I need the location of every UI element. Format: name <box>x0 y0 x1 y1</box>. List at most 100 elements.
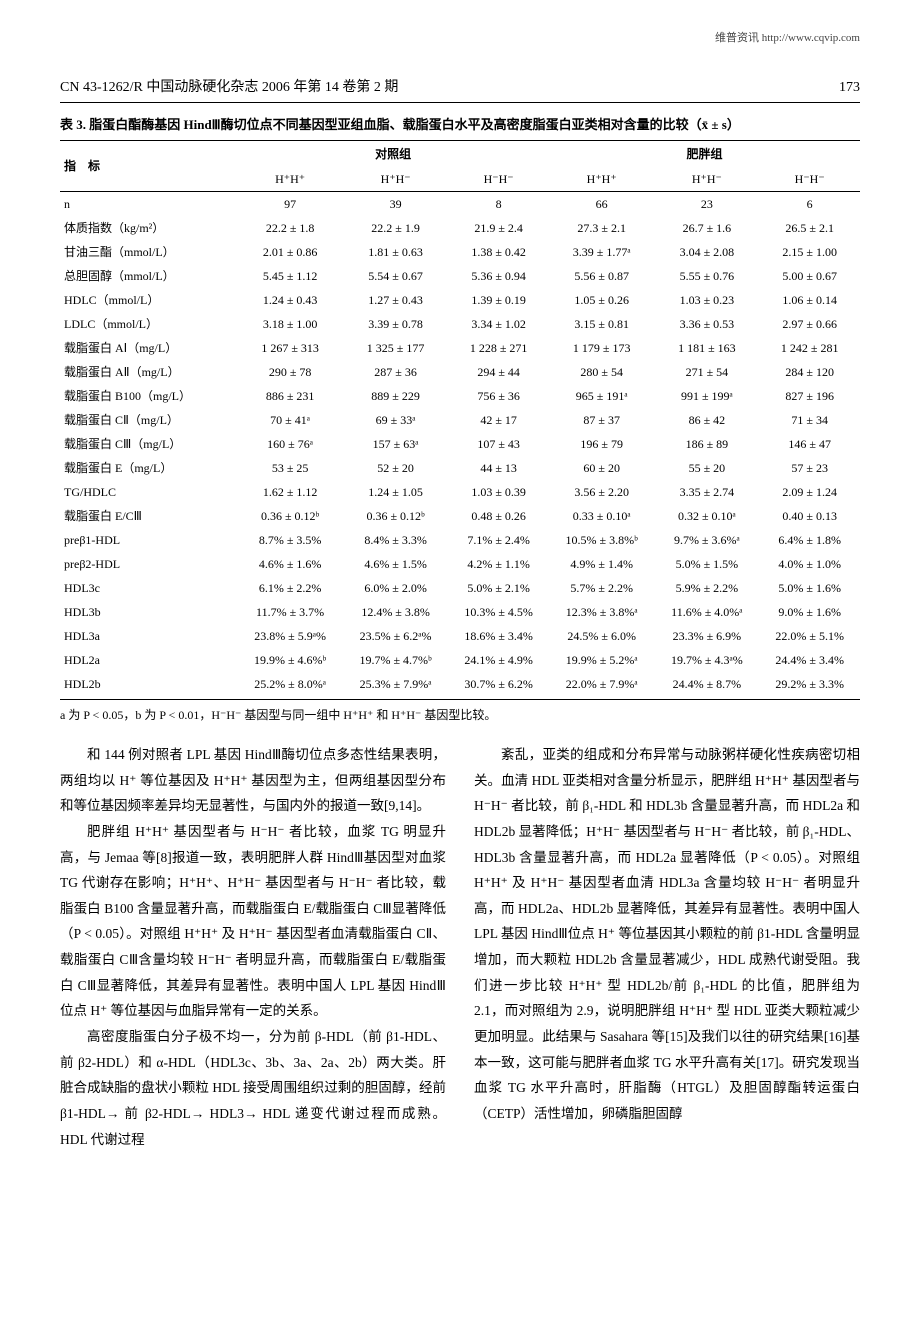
cell-value: 287 ± 36 <box>343 360 448 384</box>
cell-value: 71 ± 34 <box>759 408 860 432</box>
cell-value: 0.32 ± 0.10ᵃ <box>654 504 759 528</box>
cell-value: 4.0% ± 1.0% <box>759 552 860 576</box>
table-row: 载脂蛋白 CⅡ（mg/L）70 ± 41ᵃ69 ± 33ᵃ42 ± 1787 ±… <box>60 408 860 432</box>
row-label: 载脂蛋白 E/CⅢ <box>60 504 237 528</box>
cell-value: 22.0% ± 7.9%ᵃ <box>549 672 654 700</box>
cell-value: 3.35 ± 2.74 <box>654 480 759 504</box>
cell-value: 5.00 ± 0.67 <box>759 264 860 288</box>
cell-value: 2.97 ± 0.66 <box>759 312 860 336</box>
source-link: 维普资讯 http://www.cqvip.com <box>60 30 860 47</box>
cell-value: 22.2 ± 1.8 <box>237 216 342 240</box>
row-label: 载脂蛋白 AⅡ（mg/L） <box>60 360 237 384</box>
table-row: TG/HDLC1.62 ± 1.121.24 ± 1.051.03 ± 0.39… <box>60 480 860 504</box>
cell-value: 1.06 ± 0.14 <box>759 288 860 312</box>
cell-value: 8.7% ± 3.5% <box>237 528 342 552</box>
cell-value: 26.7 ± 1.6 <box>654 216 759 240</box>
cell-value: 1.03 ± 0.39 <box>448 480 549 504</box>
cell-value: 1 181 ± 163 <box>654 336 759 360</box>
cell-value: 5.36 ± 0.94 <box>448 264 549 288</box>
cell-value: 827 ± 196 <box>759 384 860 408</box>
col-sub-3: H⁺H⁺ <box>549 167 654 192</box>
table-row: HDL3a23.8% ± 5.9ᵃ%23.5% ± 6.2ᵃ%18.6% ± 3… <box>60 624 860 648</box>
cell-value: 3.04 ± 2.08 <box>654 240 759 264</box>
cell-value: 4.6% ± 1.5% <box>343 552 448 576</box>
cell-value: 0.40 ± 0.13 <box>759 504 860 528</box>
col-group-control: 对照组 <box>237 141 549 168</box>
col-indicator: 指 标 <box>60 141 237 192</box>
cell-value: 1.81 ± 0.63 <box>343 240 448 264</box>
page-header: CN 43-1262/R 中国动脉硬化杂志 2006 年第 14 卷第 2 期 … <box>60 77 860 103</box>
cell-value: 6.1% ± 2.2% <box>237 576 342 600</box>
cell-value: 0.36 ± 0.12ᵇ <box>343 504 448 528</box>
cell-value: 280 ± 54 <box>549 360 654 384</box>
cell-value: 3.39 ± 0.78 <box>343 312 448 336</box>
cell-value: 21.9 ± 2.4 <box>448 216 549 240</box>
cell-value: 5.55 ± 0.76 <box>654 264 759 288</box>
row-label: 载脂蛋白 CⅡ（mg/L） <box>60 408 237 432</box>
cell-value: 271 ± 54 <box>654 360 759 384</box>
cell-value: 22.2 ± 1.9 <box>343 216 448 240</box>
cell-value: 3.15 ± 0.81 <box>549 312 654 336</box>
cell-value: 1.27 ± 0.43 <box>343 288 448 312</box>
cell-value: 5.54 ± 0.67 <box>343 264 448 288</box>
table-row: 体质指数（kg/m²）22.2 ± 1.822.2 ± 1.921.9 ± 2.… <box>60 216 860 240</box>
cell-value: 6 <box>759 192 860 217</box>
cell-value: 3.18 ± 1.00 <box>237 312 342 336</box>
cell-value: 1 228 ± 271 <box>448 336 549 360</box>
table-row: HDL2a19.9% ± 4.6%ᵇ19.7% ± 4.7%ᵇ24.1% ± 4… <box>60 648 860 672</box>
cell-value: 9.0% ± 1.6% <box>759 600 860 624</box>
body-text: 和 144 例对照者 LPL 基因 HindⅢ酶切位点多态性结果表明，两组均以 … <box>60 742 860 1152</box>
cell-value: 23.8% ± 5.9ᵃ% <box>237 624 342 648</box>
table-row: 载脂蛋白 AⅡ（mg/L）290 ± 78287 ± 36294 ± 44280… <box>60 360 860 384</box>
row-label: 载脂蛋白 E（mg/L） <box>60 456 237 480</box>
table-row: n9739866236 <box>60 192 860 217</box>
cell-value: 60 ± 20 <box>549 456 654 480</box>
table-row: preβ1-HDL8.7% ± 3.5%8.4% ± 3.3%7.1% ± 2.… <box>60 528 860 552</box>
cell-value: 3.36 ± 0.53 <box>654 312 759 336</box>
cell-value: 294 ± 44 <box>448 360 549 384</box>
cell-value: 4.2% ± 1.1% <box>448 552 549 576</box>
paragraph: 肥胖组 H⁺H⁺ 基因型者与 H⁻H⁻ 者比较，血浆 TG 明显升高，与 Jem… <box>60 819 446 1024</box>
cell-value: 1 242 ± 281 <box>759 336 860 360</box>
table-row: HDL2b25.2% ± 8.0%ᵃ25.3% ± 7.9%ᵃ30.7% ± 6… <box>60 672 860 700</box>
cell-value: 25.3% ± 7.9%ᵃ <box>343 672 448 700</box>
cell-value: 26.5 ± 2.1 <box>759 216 860 240</box>
cell-value: 24.1% ± 4.9% <box>448 648 549 672</box>
cell-value: 0.33 ± 0.10ᵃ <box>549 504 654 528</box>
journal-info: CN 43-1262/R 中国动脉硬化杂志 2006 年第 14 卷第 2 期 <box>60 77 398 98</box>
cell-value: 8.4% ± 3.3% <box>343 528 448 552</box>
cell-value: 1.24 ± 1.05 <box>343 480 448 504</box>
cell-value: 284 ± 120 <box>759 360 860 384</box>
cell-value: 886 ± 231 <box>237 384 342 408</box>
cell-value: 24.4% ± 3.4% <box>759 648 860 672</box>
cell-value: 19.9% ± 5.2%ᵃ <box>549 648 654 672</box>
cell-value: 5.0% ± 1.6% <box>759 576 860 600</box>
paragraph: 紊乱，亚类的组成和分布异常与动脉粥样硬化性疾病密切相关。血清 HDL 亚类相对含… <box>474 742 860 1127</box>
table-row: 载脂蛋白 E（mg/L）53 ± 2552 ± 2044 ± 1360 ± 20… <box>60 456 860 480</box>
cell-value: 5.7% ± 2.2% <box>549 576 654 600</box>
cell-value: 9.7% ± 3.6%ᵃ <box>654 528 759 552</box>
cell-value: 107 ± 43 <box>448 432 549 456</box>
cell-value: 52 ± 20 <box>343 456 448 480</box>
cell-value: 11.6% ± 4.0%ᵃ <box>654 600 759 624</box>
cell-value: 10.5% ± 3.8%ᵇ <box>549 528 654 552</box>
cell-value: 6.0% ± 2.0% <box>343 576 448 600</box>
cell-value: 19.7% ± 4.3ᵃ% <box>654 648 759 672</box>
cell-value: 55 ± 20 <box>654 456 759 480</box>
page-number: 173 <box>839 77 860 98</box>
left-column: 和 144 例对照者 LPL 基因 HindⅢ酶切位点多态性结果表明，两组均以 … <box>60 742 446 1152</box>
cell-value: 4.9% ± 1.4% <box>549 552 654 576</box>
cell-value: 12.3% ± 3.8%ᵃ <box>549 600 654 624</box>
cell-value: 11.7% ± 3.7% <box>237 600 342 624</box>
cell-value: 0.48 ± 0.26 <box>448 504 549 528</box>
cell-value: 4.6% ± 1.6% <box>237 552 342 576</box>
cell-value: 86 ± 42 <box>654 408 759 432</box>
cell-value: 44 ± 13 <box>448 456 549 480</box>
table-row: 甘油三酯（mmol/L）2.01 ± 0.861.81 ± 0.631.38 ±… <box>60 240 860 264</box>
cell-value: 2.01 ± 0.86 <box>237 240 342 264</box>
cell-value: 160 ± 76ᵃ <box>237 432 342 456</box>
cell-value: 1.62 ± 1.12 <box>237 480 342 504</box>
cell-value: 196 ± 79 <box>549 432 654 456</box>
row-label: HDL3a <box>60 624 237 648</box>
row-label: LDLC（mmol/L） <box>60 312 237 336</box>
